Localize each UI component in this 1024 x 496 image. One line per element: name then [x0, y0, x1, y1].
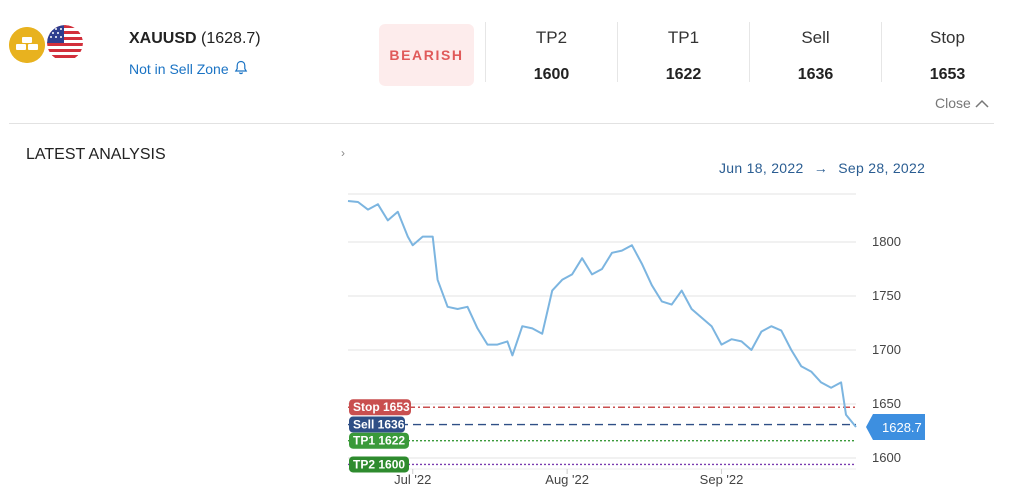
x-tick-label: Aug '22 [545, 472, 589, 487]
y-tick-label: 1800 [872, 234, 901, 249]
chevron-right-icon[interactable]: › [341, 146, 345, 160]
current-price-tag [866, 414, 925, 441]
y-tick-label: 1700 [872, 342, 901, 357]
chevron-up-icon [975, 95, 989, 111]
close-button[interactable]: Close [935, 95, 989, 111]
bell-icon[interactable] [234, 60, 248, 78]
level-label: Sell [801, 28, 830, 47]
date-range[interactable]: Jun 18, 2022 → Sep 28, 2022 [719, 160, 925, 176]
bias-badge: BEARISH [379, 24, 474, 86]
y-tick-label: 1650 [872, 396, 901, 411]
level-value: 1622 [665, 66, 702, 83]
level-label-sell: Sell 1636 [353, 418, 405, 432]
level-value: 1636 [797, 66, 834, 83]
level-tp1: TP1 1622 [617, 22, 749, 83]
header-divider [9, 123, 994, 124]
level-label-bg-tp2 [349, 456, 409, 473]
zone-status-text: Not in Sell Zone [129, 61, 229, 77]
level-value: 1653 [929, 66, 966, 83]
level-label: TP2 [535, 28, 568, 47]
trade-levels: TP2 1600 TP1 1622 Sell 1636 Stop 1653 [485, 22, 1015, 83]
instrument-flags [9, 25, 84, 63]
level-label: TP1 [667, 28, 700, 47]
symbol-name: XAUUSD [129, 30, 197, 47]
level-label-bg-sell [349, 416, 405, 433]
price-series-line [347, 200, 857, 428]
x-tick-label: Sep '22 [700, 472, 744, 487]
date-range-start: Jun 18, 2022 [719, 160, 804, 176]
level-label: Stop [930, 28, 965, 47]
level-label-tp1: TP1 1622 [353, 434, 405, 448]
level-label-tp2: TP2 1600 [353, 457, 405, 471]
zone-status-link[interactable]: Not in Sell Zone [129, 60, 248, 78]
section-title: LATEST ANALYSIS [26, 146, 166, 163]
level-stop: Stop 1653 [881, 22, 1013, 83]
level-label-bg-stop [349, 399, 411, 416]
level-label-stop: Stop 1653 [353, 400, 410, 414]
level-label-bg-tp1 [349, 432, 409, 449]
level-sell: Sell 1636 [749, 22, 881, 83]
level-value: 1600 [533, 66, 570, 83]
y-tick-label: 1600 [872, 450, 901, 465]
instrument-title: XAUUSD (1628.7) [129, 30, 261, 48]
date-range-end: Sep 28, 2022 [838, 160, 926, 176]
date-range-arrow: → [813, 160, 829, 176]
current-price-label: 1628.7 [882, 420, 922, 435]
y-tick-label: 1750 [872, 288, 901, 303]
close-label: Close [935, 95, 971, 111]
x-tick-label: Jul '22 [394, 472, 431, 487]
level-tp2: TP2 1600 [485, 22, 617, 83]
gold-bars-icon [9, 27, 45, 63]
us-flag-icon [47, 25, 83, 61]
current-price: (1628.7) [201, 30, 261, 47]
